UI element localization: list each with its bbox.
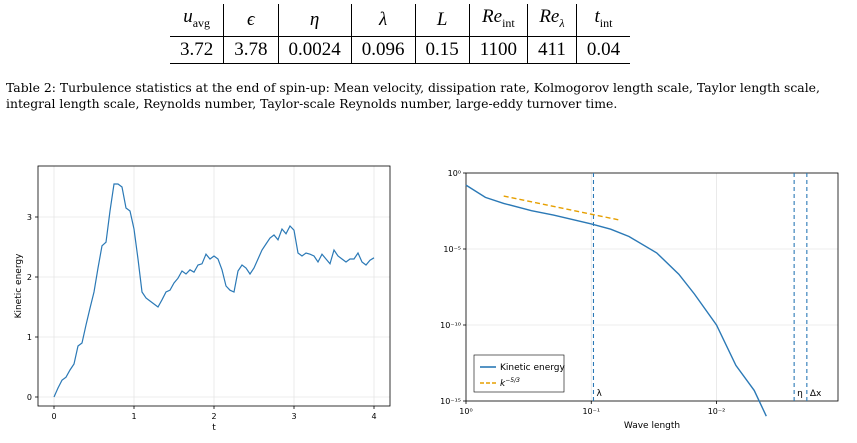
chart1-y-tick-label: 0 <box>27 393 32 402</box>
value-re-int: 1100 <box>468 35 528 64</box>
stats-table: uavg ϵ η λ L Reint Reλ tint 3.72 3.78 0.… <box>170 4 631 64</box>
header-lambda: λ <box>350 4 415 37</box>
chart2-legend: Kinetic energy k−5/3 <box>473 354 566 393</box>
caption-text: Turbulence statistics at the end of spin… <box>6 80 820 111</box>
chart1-x-tick-label: 3 <box>291 412 296 421</box>
stats-table-wrap: uavg ϵ η λ L Reint Reλ tint 3.72 3.78 0.… <box>170 4 631 64</box>
header-epsilon: ϵ <box>223 4 278 37</box>
vline-label-0: λ <box>596 389 602 399</box>
chart1-x-tick-label: 2 <box>211 412 216 421</box>
value-lambda: 0.096 <box>350 35 415 64</box>
chart2-y-tick-label: 10⁻⁵ <box>443 245 461 254</box>
energy-spectrum-chart: 10⁰ 10⁻¹ 10⁻² 10⁰ 10⁻⁵ 10⁻¹⁰ 10⁻¹⁵ λ η Δx Kineti… <box>440 169 839 431</box>
chart2-x-tick-label: 10⁻² <box>708 407 726 416</box>
stats-table-header-row: uavg ϵ η λ L Reint Reλ tint <box>170 4 631 37</box>
chart1-y-tick-label: 2 <box>27 273 32 282</box>
chart2-y-tick-label: 10⁻¹⁵ <box>440 397 461 406</box>
chart2-y-tick-label: 10⁻¹⁰ <box>440 321 461 330</box>
chart2-ticks: 10⁰ 10⁻¹ 10⁻² 10⁰ 10⁻⁵ 10⁻¹⁰ 10⁻¹⁵ <box>440 169 725 416</box>
value-u-avg: 3.72 <box>170 35 224 64</box>
value-t-int: 0.04 <box>575 35 631 64</box>
kinetic-energy-time-chart: 0 1 2 3 4 0 1 2 3 t Kinetic energy <box>14 165 391 433</box>
header-t-int: tint <box>575 4 631 37</box>
chart2-y-tick-label: 10⁰ <box>448 169 461 178</box>
stats-table-value-row: 3.72 3.78 0.0024 0.096 0.15 1100 411 0.0… <box>170 35 631 64</box>
chart1-x-axis-label: t <box>212 423 216 433</box>
legend-kinetic-energy-label: Kinetic energy <box>500 363 566 373</box>
table-caption: Table 2: Turbulence statistics at the en… <box>6 80 846 112</box>
caption-label: Table 2: <box>6 80 56 95</box>
chart1-y-tick-label: 3 <box>27 213 32 222</box>
header-L: L <box>414 4 470 37</box>
chart1-y-tick-label: 1 <box>27 333 32 342</box>
legend-box <box>473 354 565 393</box>
chart2-x-tick-label: 10⁻¹ <box>582 407 600 416</box>
chart1-y-axis-label: Kinetic energy <box>14 253 24 319</box>
header-u-avg: uavg <box>183 6 211 30</box>
header-eta: η <box>277 4 352 37</box>
header-re-int: Reint <box>468 4 528 37</box>
chart2-x-tick-label: 10⁰ <box>459 407 472 416</box>
chart1-x-tick-label: 1 <box>131 412 136 421</box>
chart1-ticks: 0 1 2 3 4 0 1 2 3 <box>27 213 377 421</box>
value-eta: 0.0024 <box>277 35 352 64</box>
value-re-lambda: 411 <box>527 35 577 64</box>
vline-label-2: Δx <box>810 389 822 399</box>
chart1-grid <box>38 166 390 406</box>
value-epsilon: 3.78 <box>223 35 278 64</box>
kinetic-energy-series-line <box>53 183 375 398</box>
chart1-x-tick-label: 0 <box>51 412 56 421</box>
value-L: 0.15 <box>414 35 470 64</box>
chart1-x-tick-label: 4 <box>371 412 376 421</box>
header-re-lambda: Reλ <box>527 4 577 37</box>
chart2-frame <box>465 172 839 402</box>
spectrum-k-minus-5-3-line <box>503 195 620 221</box>
chart2-reference-lines: λ η Δx <box>592 173 822 401</box>
chart2-x-axis-label: Wave length <box>624 421 680 431</box>
spectrum-kinetic-energy-line <box>465 184 767 417</box>
vline-label-1: η <box>797 389 803 399</box>
